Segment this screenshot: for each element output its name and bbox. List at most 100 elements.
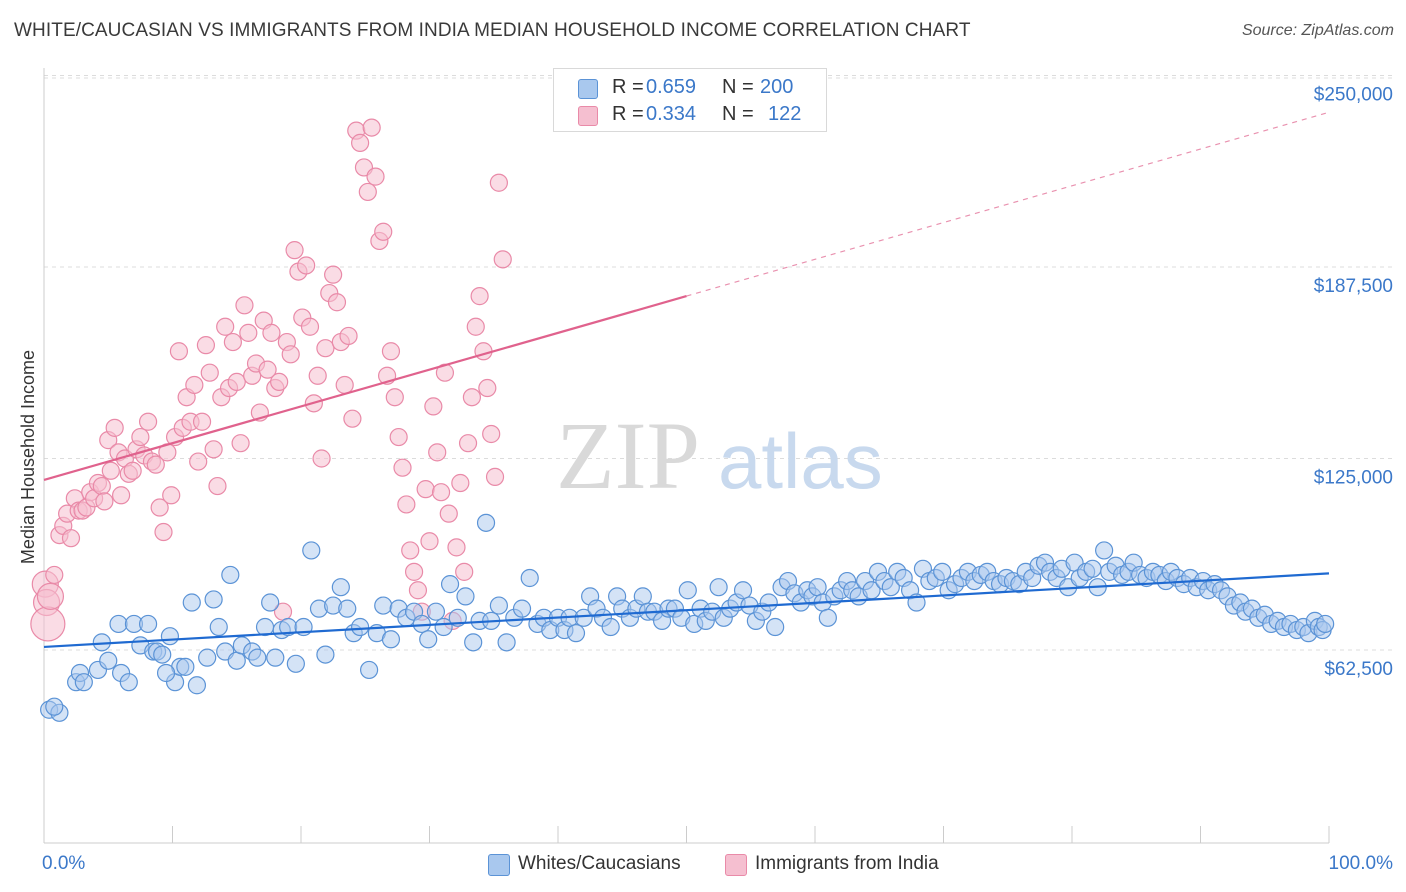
watermark-zip: ZIP <box>556 402 700 509</box>
watermark: ZIP atlas <box>556 402 883 509</box>
whites-point <box>261 593 280 612</box>
india-point <box>416 480 435 499</box>
india-point <box>239 323 258 342</box>
india-point <box>235 296 254 315</box>
legend-row-whites: R = 0.659 N = 200 <box>554 75 826 101</box>
watermark-atlas: atlas <box>718 417 883 505</box>
whites-point <box>759 593 778 612</box>
whites-point <box>316 645 335 664</box>
series-immigrants-india-points <box>30 118 512 642</box>
india-point <box>381 342 401 361</box>
india-point <box>401 541 420 560</box>
tick-labels: $62,500 $125,000 $187,500 $250,000 0.0% 100.0… <box>42 85 1393 875</box>
whites-point <box>497 633 516 652</box>
india-trend-extension <box>686 111 1330 297</box>
india-point <box>327 293 347 312</box>
india-point <box>169 342 189 361</box>
india-point <box>374 222 393 241</box>
whites-point <box>709 578 728 597</box>
n-label: N = <box>722 103 754 125</box>
legend-label-whites: Whites/Caucasians <box>518 853 681 874</box>
india-point <box>385 388 404 407</box>
india-point <box>270 372 289 391</box>
whites-point <box>512 599 532 618</box>
whites-point <box>574 608 593 627</box>
india-point <box>204 440 223 459</box>
india-point <box>447 538 466 557</box>
whites-point <box>766 617 785 637</box>
india-point <box>185 375 204 395</box>
india-point <box>362 118 381 137</box>
india-point <box>189 452 208 471</box>
india-point <box>146 455 165 474</box>
india-point <box>281 345 300 364</box>
legend-swatch-blue <box>578 79 598 99</box>
india-point <box>474 342 493 361</box>
india-point <box>208 476 227 496</box>
india-point <box>366 167 385 186</box>
y-tick-label: $62,500 <box>1324 659 1393 680</box>
india-point <box>489 173 508 192</box>
india-point <box>258 360 277 379</box>
y-tick-label: $187,500 <box>1314 276 1393 297</box>
chart-title: WHITE/CAUCASIAN VS IMMIGRANTS FROM INDIA… <box>14 20 971 41</box>
whites-trend-line <box>43 572 1330 649</box>
series-legend: Whites/Caucasians Immigrants from India <box>0 852 1406 878</box>
india-point <box>493 250 512 269</box>
r-label: R = <box>612 76 644 98</box>
india-point <box>101 461 120 480</box>
y-axis-label: Median Household Income <box>18 350 38 564</box>
legend-row-india: R = 0.334 N = 122 <box>554 102 826 128</box>
whites-point <box>426 602 446 621</box>
india-point <box>300 317 320 336</box>
whites-point <box>381 630 401 649</box>
whites-point <box>633 587 652 606</box>
india-point <box>30 606 66 642</box>
india-point <box>335 375 354 395</box>
india-point <box>123 461 142 480</box>
legend-label-india: Immigrants from India <box>755 853 939 874</box>
whites-point <box>1316 614 1335 634</box>
india-point <box>428 443 447 462</box>
whites-point <box>456 587 475 606</box>
whites-point <box>45 697 64 716</box>
whites-point <box>204 590 223 609</box>
india-point <box>200 363 219 382</box>
india-point <box>150 498 169 517</box>
india-point <box>61 529 81 548</box>
india-point <box>105 418 124 437</box>
whites-point <box>119 673 138 692</box>
whites-point <box>153 645 172 664</box>
india-point <box>308 366 327 385</box>
whites-point <box>160 627 180 646</box>
whites-point <box>374 596 393 615</box>
whites-point <box>733 581 753 600</box>
india-point <box>397 495 416 514</box>
whites-point <box>933 562 952 581</box>
whites-point <box>198 648 217 667</box>
india-point <box>45 565 64 585</box>
whites-point <box>440 575 460 594</box>
india-point <box>111 486 131 505</box>
india-point <box>431 483 451 502</box>
india-trend-line <box>43 295 687 482</box>
trend-lines <box>43 111 1330 649</box>
r-label: R = <box>612 103 644 125</box>
legend-swatch-whites <box>488 854 510 876</box>
india-point <box>466 317 485 336</box>
whites-point <box>302 541 321 560</box>
whites-point <box>476 513 496 532</box>
india-point <box>231 434 250 453</box>
whites-point <box>464 633 483 652</box>
india-point <box>154 522 173 542</box>
whites-point <box>266 648 285 667</box>
whites-point <box>1095 541 1114 560</box>
india-point <box>192 412 212 431</box>
india-point <box>358 182 377 202</box>
legend-swatch-india <box>725 854 747 876</box>
correlation-legend: R = 0.659 N = 200 R = 0.334 N = 122 <box>553 68 827 132</box>
india-point <box>404 562 424 581</box>
whites-point <box>227 651 246 670</box>
india-point <box>131 427 150 447</box>
